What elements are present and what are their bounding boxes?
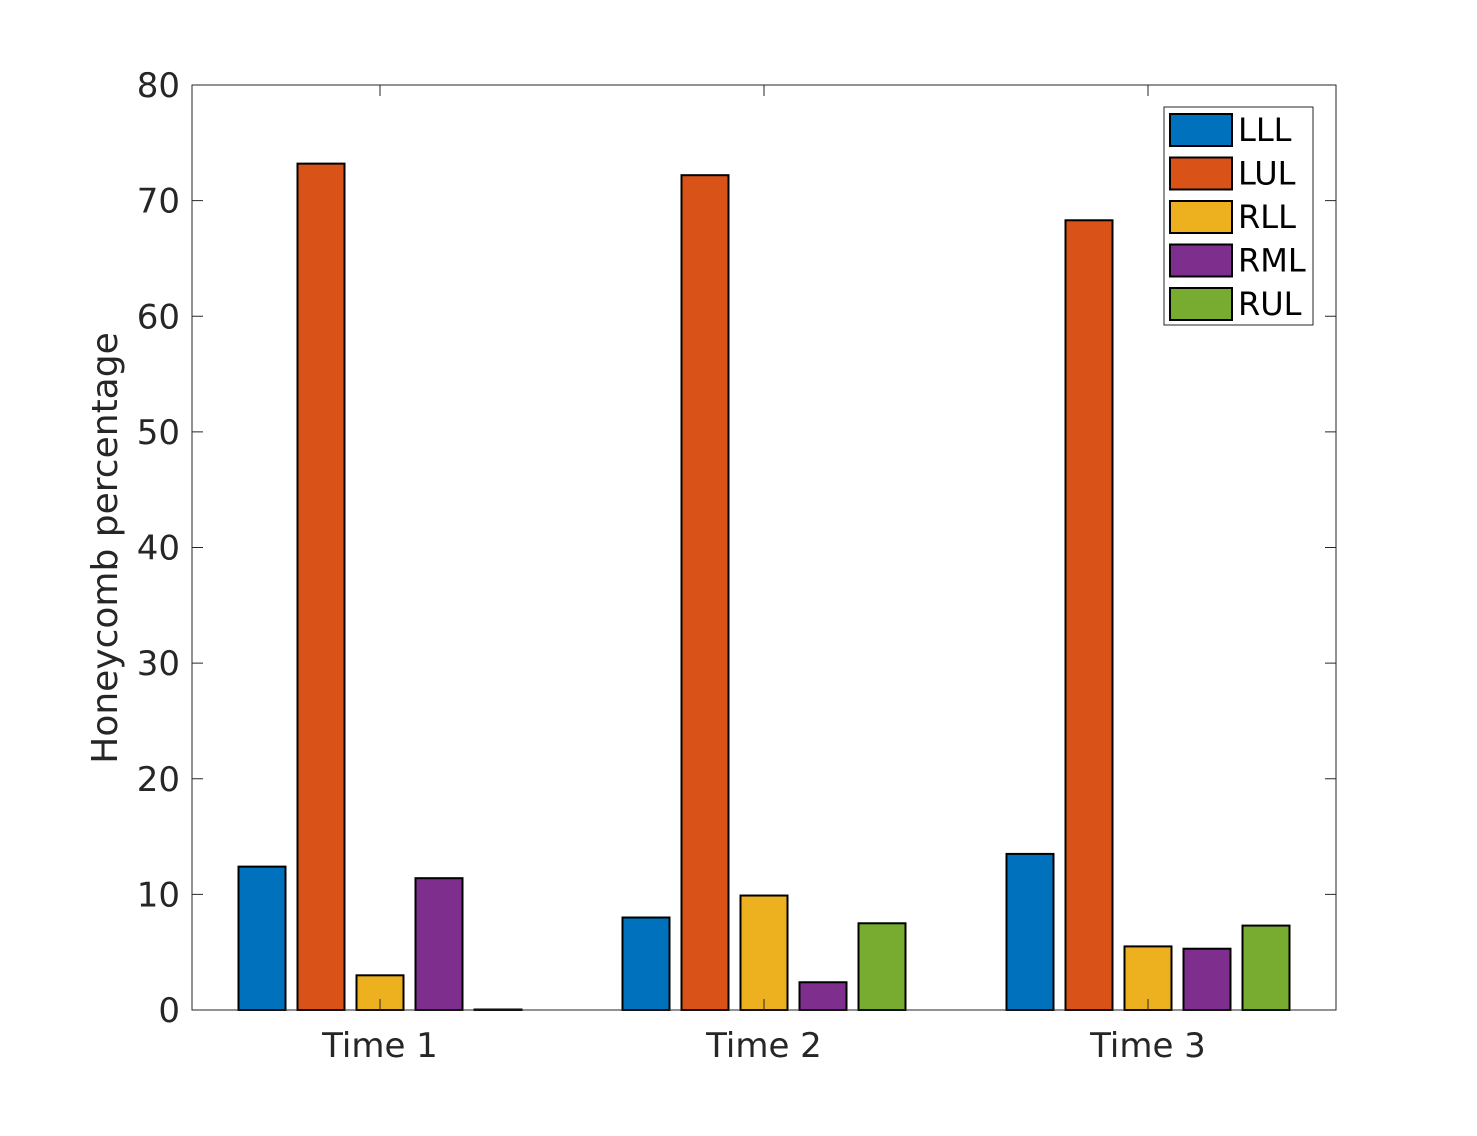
ticks-group: 0 10 20 30 40 50 60 70 80 Time 1 Time 2 Time 3 — [137, 66, 1336, 1066]
bars-group — [237, 162, 1291, 1011]
legend-label-rul: RUL — [1238, 285, 1302, 323]
x-tick-label: Time 3 — [1089, 1026, 1206, 1066]
y-tick-label: 70 — [137, 182, 180, 222]
plot-frame — [191, 84, 1337, 1011]
plot-background — [192, 85, 1336, 1010]
legend-label-rll: RLL — [1238, 198, 1296, 236]
bar-rll-time-2 — [739, 894, 789, 1011]
y-tick-label: 50 — [137, 413, 180, 453]
x-tick-label: Time 2 — [705, 1026, 822, 1066]
x-tick-label: Time 1 — [321, 1026, 438, 1066]
y-tick-label: 80 — [137, 66, 180, 106]
legend-swatch-rll — [1169, 200, 1233, 234]
legend-label-lll: LLL — [1238, 111, 1292, 149]
bar-rul-time-2 — [857, 922, 907, 1011]
y-tick-label: 60 — [137, 297, 180, 337]
bar-rml-time-3 — [1182, 947, 1232, 1011]
bar-lul-time-2 — [680, 174, 730, 1011]
bar-lll-time-3 — [1005, 852, 1055, 1011]
bar-lul-time-3 — [1064, 219, 1114, 1011]
legend-swatch-lul — [1169, 156, 1233, 191]
legend: LLL LUL RLL RML RUL — [1163, 106, 1314, 326]
y-tick-label: 20 — [137, 760, 180, 800]
bar-rml-time-2 — [798, 981, 848, 1011]
legend-label-rml: RML — [1238, 242, 1306, 280]
y-axis-label: Honeycomb percentage — [85, 332, 126, 764]
legend-label-lul: LUL — [1238, 155, 1296, 193]
bar-rul-time-3 — [1241, 924, 1291, 1011]
bar-lll-time-1 — [237, 865, 287, 1011]
y-tick-label: 0 — [158, 991, 180, 1031]
y-tick-label: 30 — [137, 644, 180, 684]
y-tick-label: 10 — [137, 875, 180, 915]
legend-swatch-rml — [1169, 243, 1233, 278]
y-tick-label: 40 — [137, 529, 180, 569]
legend-swatch-rul — [1169, 287, 1233, 321]
bar-lul-time-1 — [296, 162, 346, 1011]
bar-rml-time-1 — [414, 877, 464, 1011]
legend-swatch-lll — [1169, 113, 1233, 147]
bar-lll-time-2 — [621, 916, 671, 1011]
